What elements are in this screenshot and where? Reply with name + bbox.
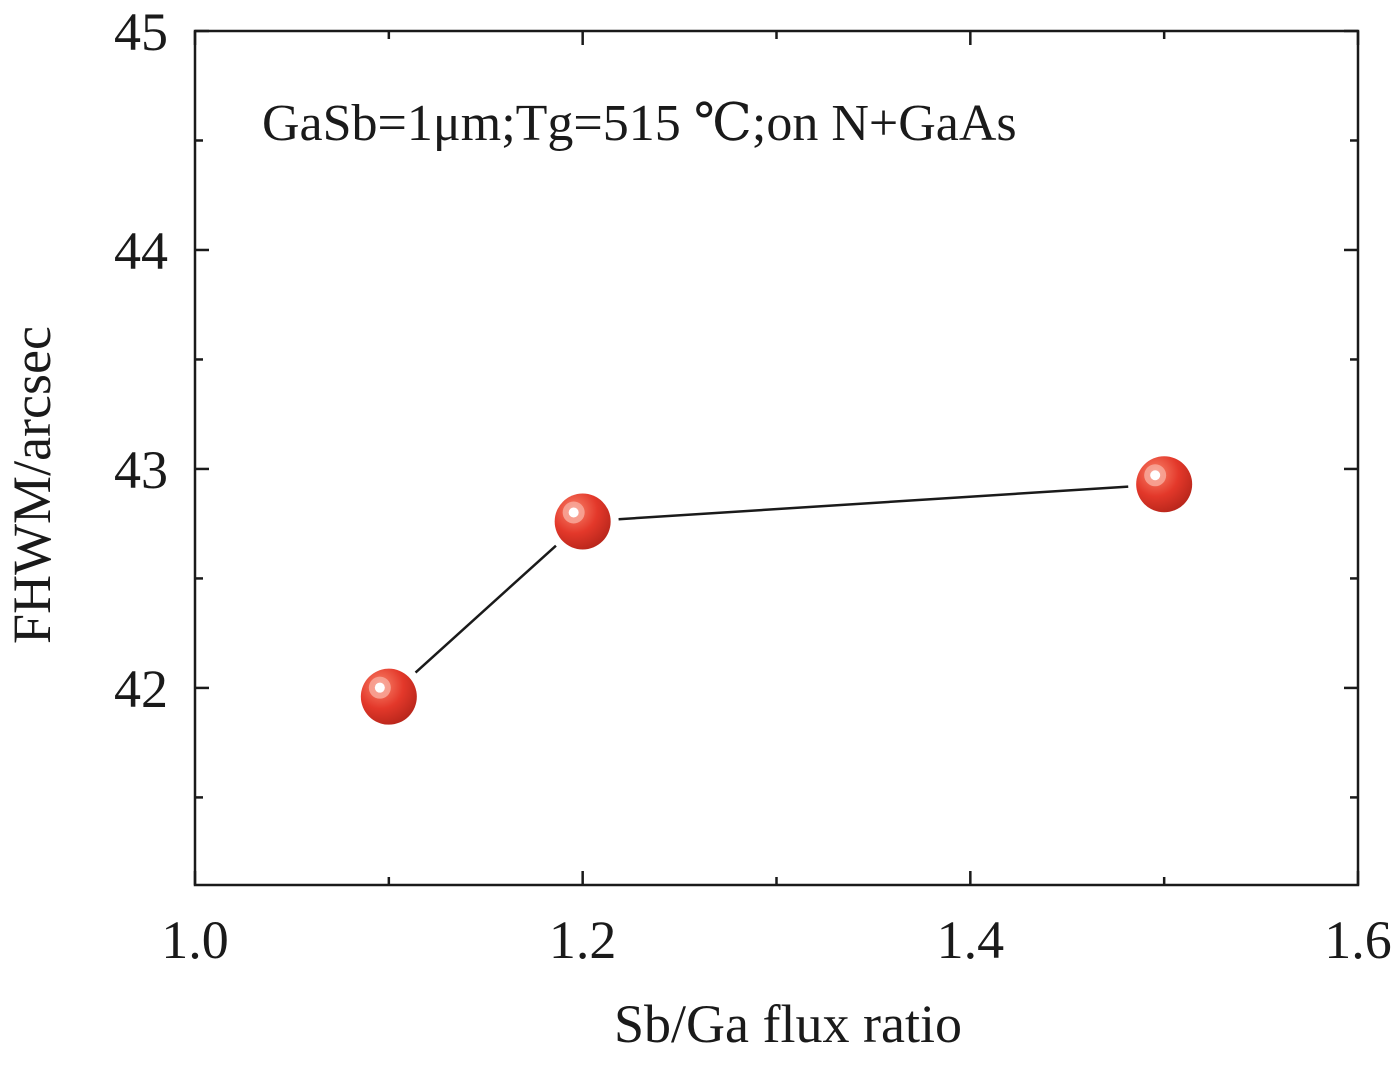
- y-axis-title: FHWM/arcsec: [2, 326, 62, 644]
- data-point-sphere: [1136, 456, 1193, 513]
- y-tick-label: 45: [114, 2, 168, 62]
- data-point: [1136, 456, 1193, 513]
- y-tick-label: 44: [114, 221, 168, 281]
- series-line-segment: [618, 485, 1129, 521]
- x-tick-label: 1.4: [937, 910, 1005, 970]
- data-point-glint: [568, 507, 579, 518]
- x-tick-label: 1.2: [549, 910, 617, 970]
- data-point-glint: [1150, 470, 1161, 481]
- x-axis-title: Sb/Ga flux ratio: [614, 994, 962, 1054]
- data-point-sphere: [554, 493, 611, 550]
- axis-tick-labels: 1.0 1.2 1.4 1.6 42 43 44 45: [114, 2, 1392, 970]
- y-tick-label: 42: [114, 659, 168, 719]
- data-point-glint: [374, 682, 385, 693]
- x-tick-label: 1.0: [161, 910, 229, 970]
- y-tick-label: 43: [114, 440, 168, 500]
- plot-frame: [193, 29, 1360, 887]
- data-point: [554, 493, 611, 550]
- data-point-sphere: [360, 668, 417, 725]
- axis-ticks: [193, 29, 1360, 885]
- data-point: [360, 668, 417, 725]
- x-tick-label: 1.6: [1324, 910, 1392, 970]
- data-points: [360, 456, 1193, 725]
- series-lines: [414, 485, 1129, 674]
- series-line-segment: [414, 544, 557, 674]
- annotation-text: GaSb=1μm;Tg=515 ℃;on N+GaAs: [262, 95, 1017, 152]
